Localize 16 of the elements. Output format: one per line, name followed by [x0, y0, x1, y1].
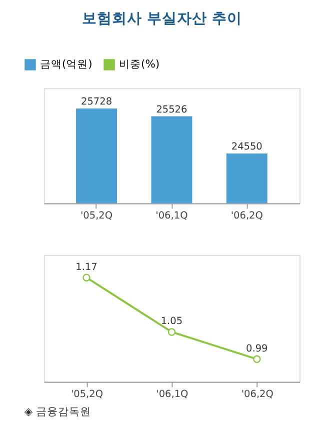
x-tick-label: '06,1Q — [156, 388, 189, 400]
x-tick-label: '06,2Q — [230, 210, 264, 222]
data-label: 24550 — [231, 142, 262, 153]
data-label: 25526 — [156, 104, 188, 116]
text: ◈ 금융감독원 — [24, 404, 92, 418]
x-tick-label: '05,2Q — [70, 388, 104, 400]
data-label: 0.99 — [246, 343, 268, 354]
legend-label: 비중(%) — [119, 58, 160, 71]
chart-title: 보험회사 부실자산 추이 — [82, 10, 242, 27]
data-label: 25728 — [81, 96, 112, 108]
x-tick-label: '06,1Q — [156, 210, 188, 222]
x-tick-label: '05,2Q — [80, 210, 113, 222]
data-label: 1.17 — [76, 262, 98, 273]
x-tick-label: '06,2Q — [241, 388, 274, 400]
legend-label: 금액(억원) — [40, 58, 92, 71]
data-label: 1.05 — [160, 316, 183, 328]
